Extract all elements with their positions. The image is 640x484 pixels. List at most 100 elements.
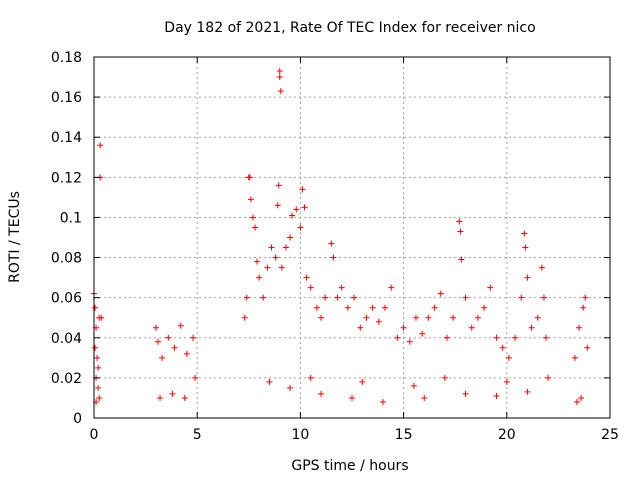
y-tick-label: 0.16 — [51, 90, 82, 106]
data-point — [441, 374, 448, 381]
data-point — [349, 394, 355, 401]
data-point — [183, 350, 190, 357]
y-tick-label: 0 — [73, 411, 82, 427]
data-point — [301, 204, 308, 211]
x-tick-label: 15 — [395, 427, 413, 443]
data-point — [177, 322, 184, 329]
data-point — [276, 68, 283, 75]
data-point — [97, 142, 104, 149]
data-point — [251, 224, 258, 231]
y-tick-label: 0.06 — [51, 291, 82, 307]
data-point — [98, 314, 105, 321]
data-point — [275, 182, 282, 189]
data-point — [95, 384, 102, 391]
x-tick-label: 0 — [90, 427, 99, 443]
data-point — [246, 174, 253, 181]
data-point — [264, 264, 271, 271]
data-point — [457, 228, 464, 235]
data-point — [249, 214, 256, 221]
data-point — [400, 324, 407, 331]
data-point — [450, 314, 457, 321]
data-point — [277, 88, 284, 95]
data-point — [406, 338, 413, 345]
data-point — [260, 294, 267, 301]
data-point — [276, 74, 283, 81]
data-point — [431, 304, 438, 311]
data-point — [468, 324, 475, 331]
ticks-layer: 0 5 10 15 20 25 0 0.02 0.04 0.06 0.08 0.1 0.12 0.14 0.… — [51, 50, 619, 443]
data-point — [528, 324, 535, 331]
data-point — [287, 234, 294, 241]
data-point — [481, 304, 488, 311]
data-point — [363, 314, 370, 321]
data-point — [274, 202, 281, 209]
x-tick-label: 10 — [291, 427, 309, 443]
data-point — [256, 274, 263, 281]
data-point — [241, 314, 248, 321]
data-point — [272, 254, 279, 261]
y-tick-label: 0.14 — [51, 130, 82, 146]
data-point — [421, 394, 428, 401]
data-point — [278, 264, 285, 271]
data-point — [307, 374, 314, 381]
y-tick-label: 0.08 — [51, 251, 82, 267]
data-point — [307, 284, 314, 291]
data-point — [293, 206, 300, 213]
data-point — [580, 304, 587, 311]
data-point — [425, 314, 432, 321]
data-point — [410, 382, 417, 389]
data-point — [328, 240, 335, 247]
x-tick-label: 5 — [193, 427, 202, 443]
data-point — [540, 294, 547, 301]
data-point — [334, 294, 341, 301]
data-point — [92, 344, 99, 351]
data-point — [254, 258, 261, 265]
data-point — [266, 378, 273, 385]
data-point — [573, 398, 580, 405]
data-point — [243, 294, 250, 301]
y-tick-label: 0.12 — [51, 170, 82, 186]
data-point — [369, 304, 376, 311]
chart-title: Day 182 of 2021, Rate Of TEC Index for r… — [164, 20, 535, 36]
data-point — [503, 378, 510, 385]
data-point — [303, 274, 310, 281]
data-point — [157, 394, 164, 401]
y-tick-label: 0.02 — [51, 371, 82, 387]
data-point — [458, 256, 465, 263]
data-point — [159, 354, 166, 361]
data-point — [289, 212, 296, 219]
data-point — [522, 244, 529, 251]
data-point — [287, 384, 294, 391]
y-tick-label: 0.04 — [51, 331, 82, 347]
data-point — [152, 324, 159, 331]
plot-frame — [93, 56, 611, 419]
data-point — [165, 334, 172, 341]
data-point — [419, 330, 426, 337]
data-point — [487, 284, 494, 291]
data-point — [96, 394, 103, 401]
data-point — [322, 294, 329, 301]
data-point — [154, 338, 161, 345]
data-point — [92, 304, 99, 311]
data-point — [375, 318, 382, 325]
x-tick-label: 25 — [601, 427, 619, 443]
data-point — [181, 394, 188, 401]
data-point — [344, 304, 351, 311]
data-point — [338, 284, 345, 291]
x-axis-label: GPS time / hours — [291, 458, 408, 474]
data-point — [282, 244, 289, 251]
data-point — [462, 390, 469, 397]
x-tick-label: 20 — [498, 427, 516, 443]
data-point — [518, 294, 525, 301]
data-point — [95, 364, 102, 371]
data-point — [318, 390, 325, 397]
data-point — [169, 390, 176, 397]
data-point — [412, 314, 419, 321]
data-point — [190, 334, 197, 341]
data-point — [512, 334, 519, 341]
data-point — [499, 344, 506, 351]
data-point — [394, 334, 401, 341]
data-point — [543, 334, 550, 341]
